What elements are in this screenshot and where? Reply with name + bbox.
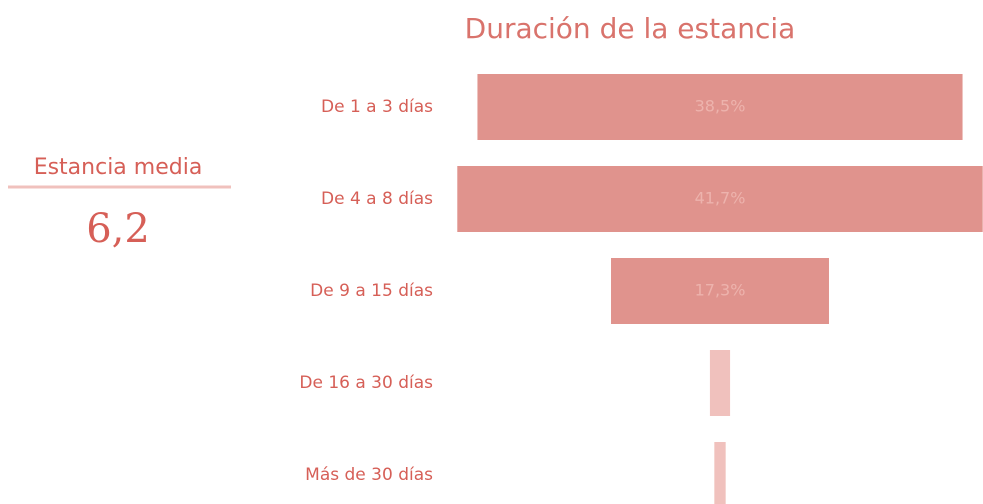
chart-title: Duración de la estancia	[465, 12, 796, 45]
funnel-bar	[457, 166, 983, 232]
value-label: 17,3%	[695, 281, 746, 300]
funnel-bar	[714, 442, 726, 504]
kpi-label: Estancia media	[34, 155, 203, 180]
category-label: De 16 a 30 días	[299, 373, 433, 393]
funnel-bar	[611, 258, 829, 324]
category-label: De 4 a 8 días	[321, 189, 433, 209]
category-label: De 1 a 3 días	[321, 97, 433, 117]
category-label: De 9 a 15 días	[310, 281, 433, 301]
funnel-bar	[477, 74, 963, 140]
category-label: Más de 30 días	[305, 465, 433, 485]
value-label: 38,5%	[695, 97, 746, 116]
value-label: 41,7%	[695, 189, 746, 208]
funnel-bar	[709, 350, 731, 416]
kpi-value: 6,2	[86, 206, 150, 252]
